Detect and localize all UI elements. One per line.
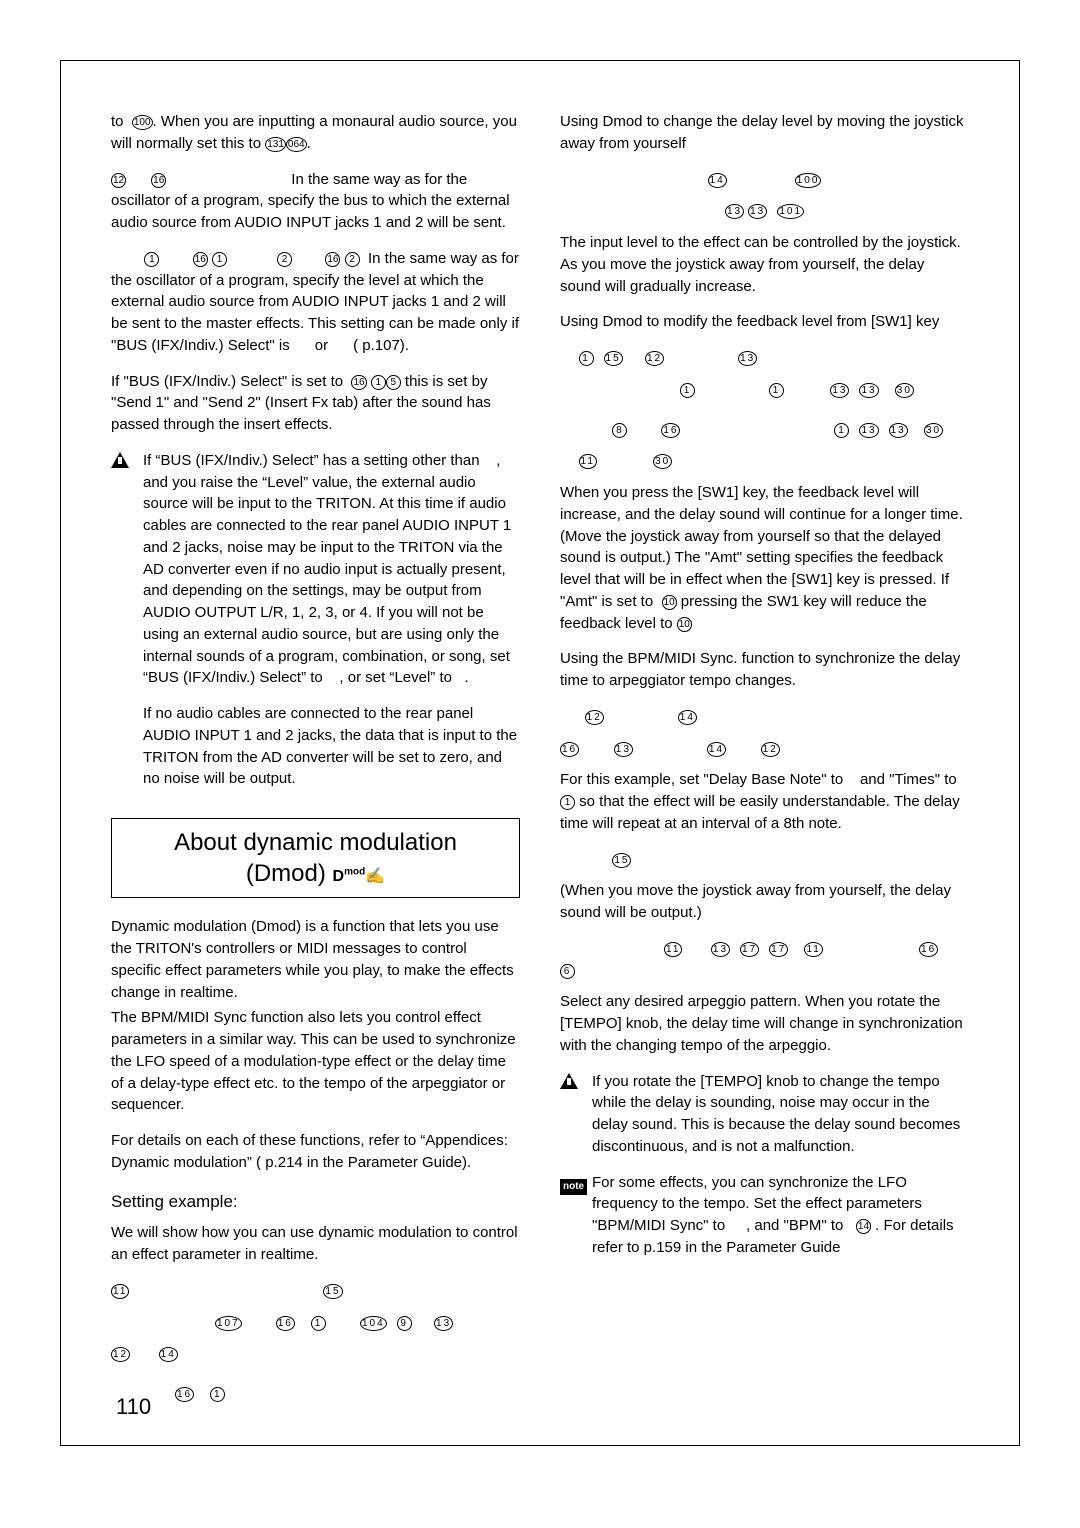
paragraph: The input level to the effect can be con… <box>560 232 969 297</box>
reference-row: 16 1314 12 <box>560 738 969 760</box>
pencil-icon <box>111 452 129 475</box>
paragraph: For some effects, you can synchronize th… <box>592 1172 969 1259</box>
note-icon: note <box>560 1174 587 1196</box>
subsection-heading: Using the BPM/MIDI Sync. function to syn… <box>560 648 969 692</box>
warning-block: If you rotate the [TEMPO] knob to change… <box>560 1071 969 1158</box>
page-number: 110 <box>116 1394 151 1420</box>
paragraph: The BPM/MIDI Sync function also lets you… <box>111 1007 520 1116</box>
paragraph: For this example, set "Delay Base Note" … <box>560 769 969 834</box>
paragraph: If "BUS (IFX/Indiv.) Select" is set to 1… <box>111 371 520 436</box>
reference-row: 11 131717 11 166 <box>560 938 969 982</box>
paragraph: 1 16 1 2 16 2 In the same way as for the… <box>111 248 520 357</box>
paragraph: Select any desired arpeggio pattern. Whe… <box>560 991 969 1056</box>
paragraph: We will show how you can use dynamic mod… <box>111 1222 520 1266</box>
reference-row: 16 1 <box>111 1383 520 1405</box>
reference-row: 81611313 30 <box>560 419 969 441</box>
paragraph: (When you move the joystick away from yo… <box>560 880 969 924</box>
reference-row: 1214 <box>560 706 969 728</box>
pencil-icon <box>560 1073 578 1096</box>
reference-row: 15 <box>560 849 969 871</box>
paragraph: If you rotate the [TEMPO] knob to change… <box>592 1071 969 1158</box>
paragraph: If “BUS (IFX/Indiv.) Select” has a setti… <box>143 450 520 689</box>
paragraph: 12 16 In the same way as for the oscilla… <box>111 169 520 234</box>
left-column: to 100. When you are inputting a monaura… <box>111 111 520 1415</box>
reference-row: 10716 11049 13 <box>111 1312 520 1334</box>
content-frame: to 100. When you are inputting a monaura… <box>60 60 1020 1446</box>
reference-row: 1115 <box>111 1280 520 1302</box>
subsection-heading: Using Dmod to change the delay level by … <box>560 111 969 155</box>
right-column: Using Dmod to change the delay level by … <box>560 111 969 1415</box>
page-container: to 100. When you are inputting a monaura… <box>0 0 1080 1486</box>
reference-row: 11 30 <box>560 450 969 472</box>
dmod-icon: Dmod✍ <box>333 868 386 885</box>
section-heading: About dynamic modulation(Dmod) Dmod✍ <box>111 818 520 898</box>
reference-row: 11 1313 30 <box>560 379 969 401</box>
note-block: note For some effects, you can synchroni… <box>560 1172 969 1259</box>
warning-block: If “BUS (IFX/Indiv.) Select” has a setti… <box>111 450 520 790</box>
subheading: Setting example: <box>111 1190 520 1215</box>
subsection-heading: Using Dmod to modify the feedback level … <box>560 311 969 333</box>
paragraph: For details on each of these functions, … <box>111 1130 520 1174</box>
reference-row: 12 14 <box>111 1343 520 1365</box>
reference-row: 1313 101 <box>560 200 969 222</box>
columns: to 100. When you are inputting a monaura… <box>111 111 969 1415</box>
reference-row: 115 1213 <box>560 347 969 369</box>
paragraph: If no audio cables are connected to the … <box>143 703 520 790</box>
paragraph: When you press the [SW1] key, the feedba… <box>560 482 969 634</box>
paragraph: Dynamic modulation (Dmod) is a function … <box>111 916 520 1003</box>
paragraph: to 100. When you are inputting a monaura… <box>111 111 520 155</box>
reference-row: 14100 <box>560 169 969 191</box>
